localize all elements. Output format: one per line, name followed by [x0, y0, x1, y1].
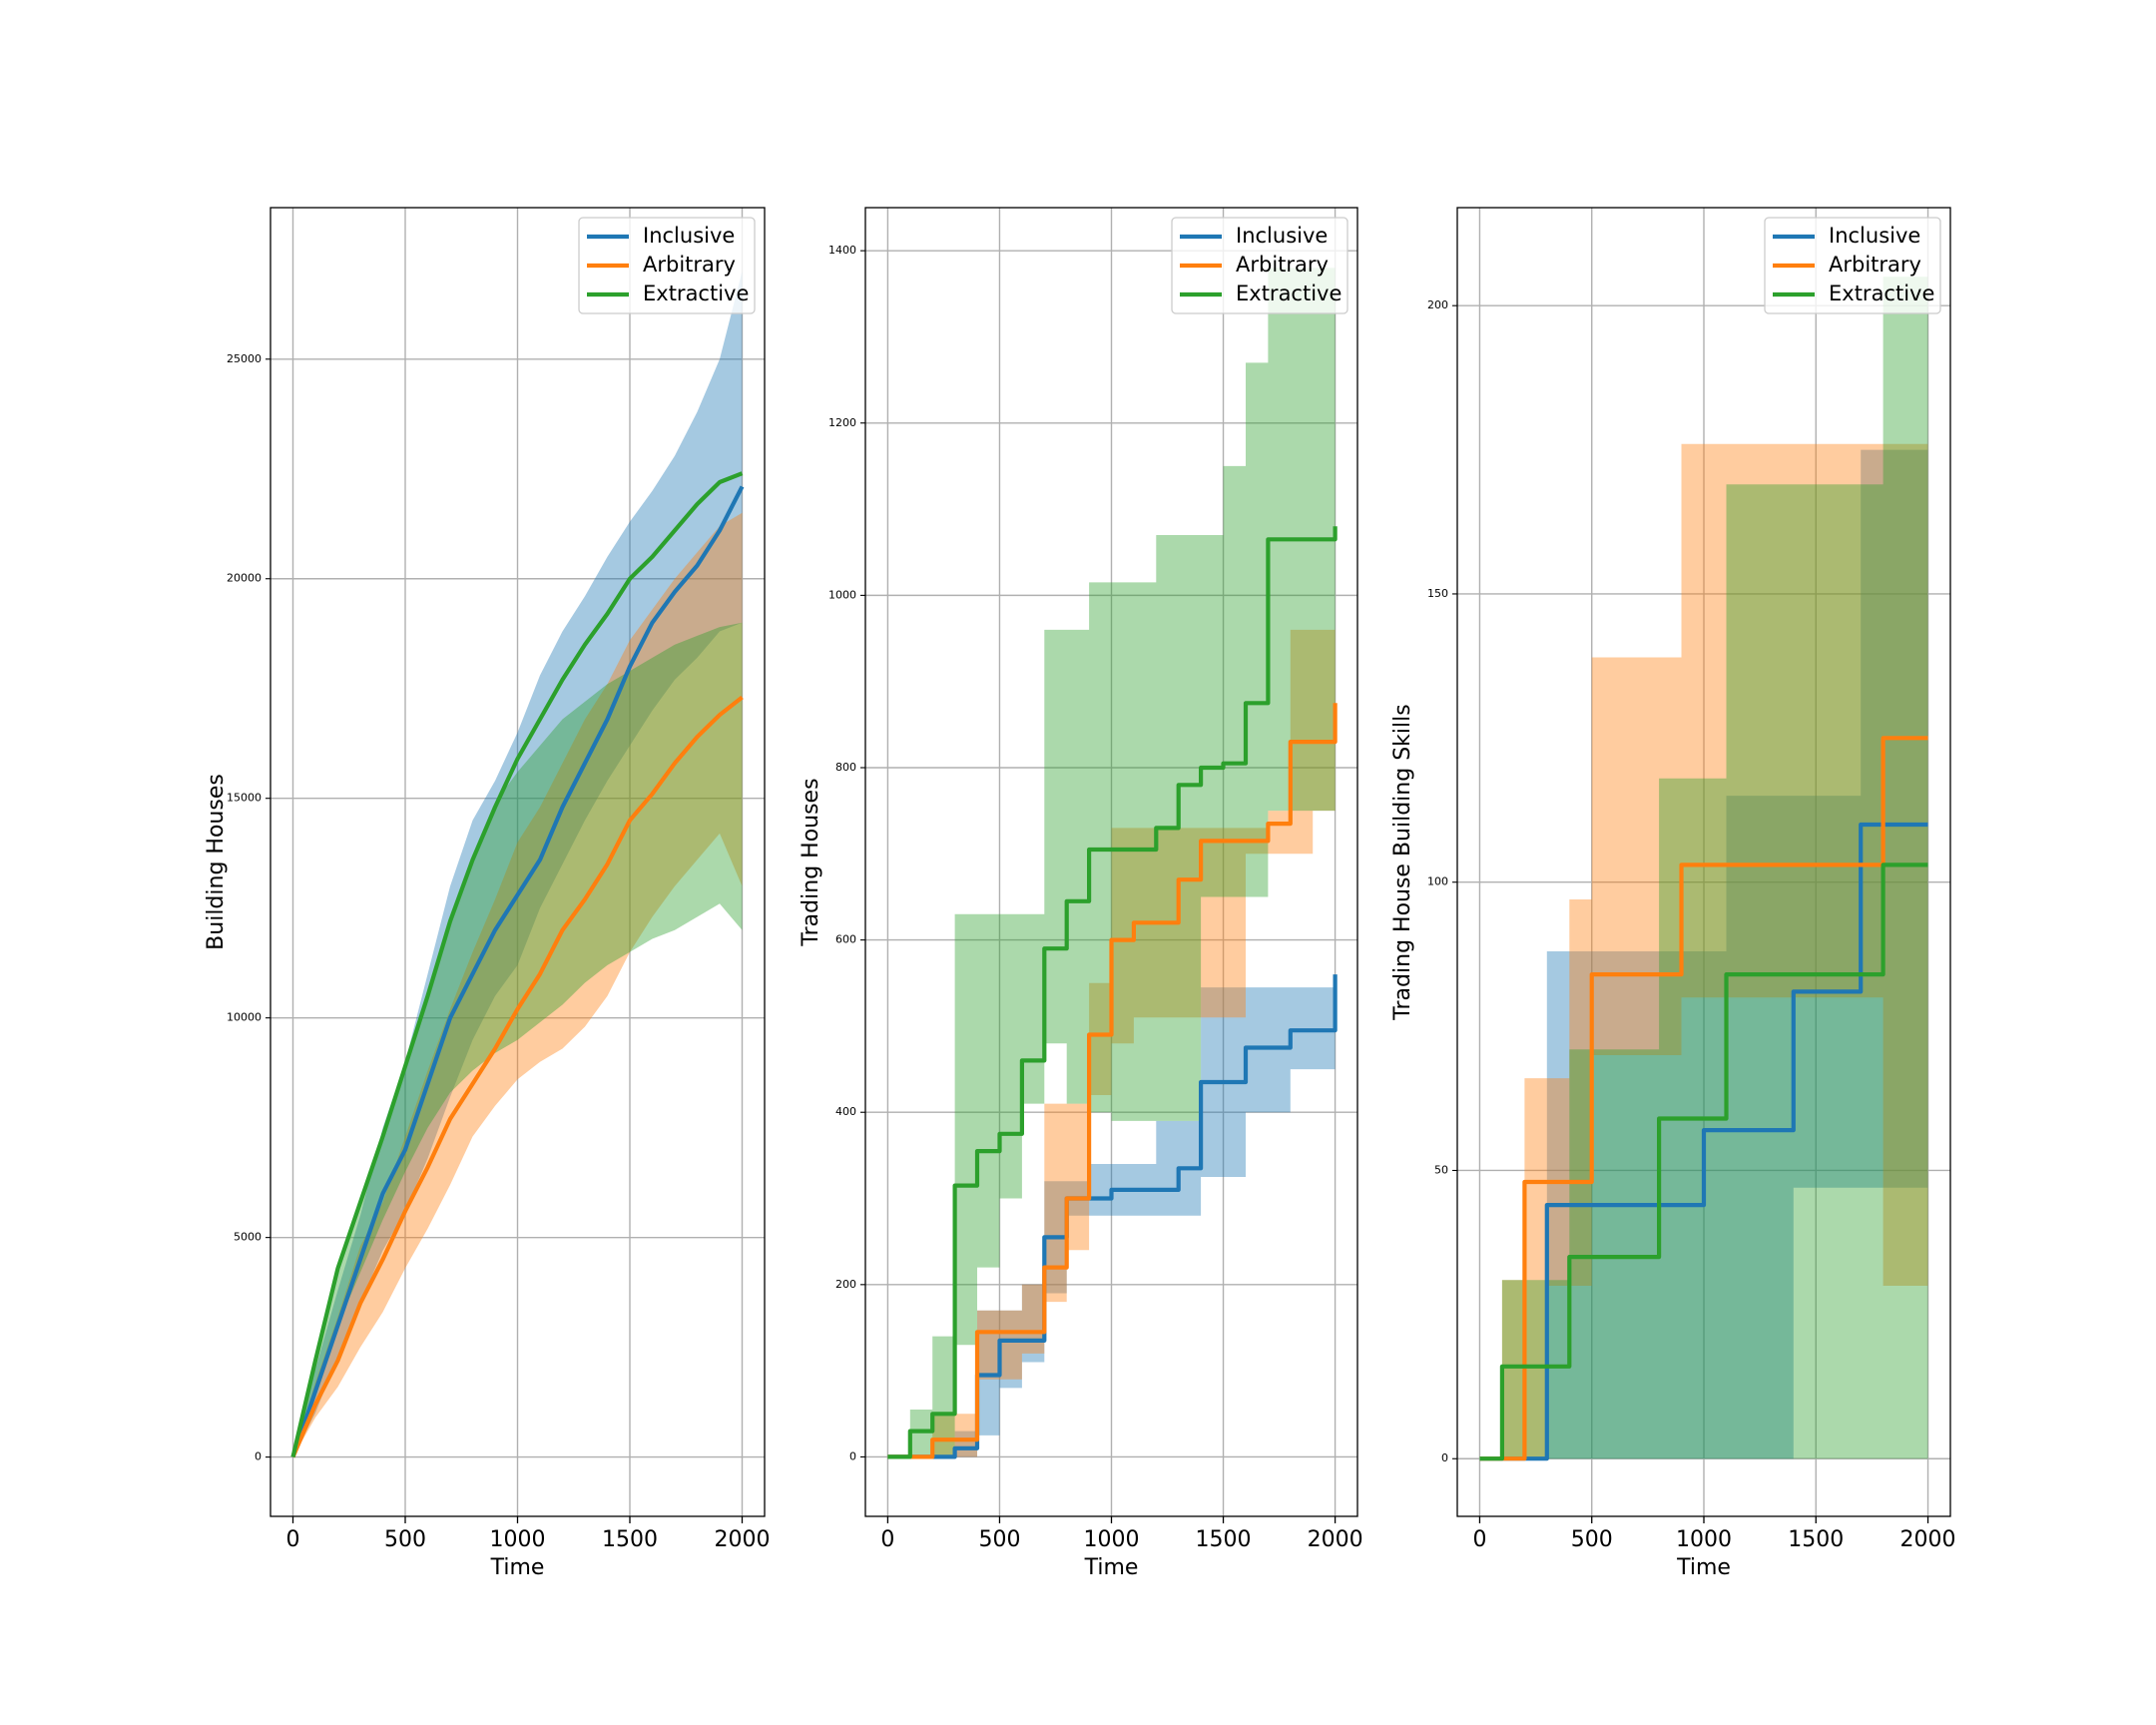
band — [292, 622, 743, 1457]
x-tick-label: 1000 — [1676, 1527, 1732, 1552]
axes-frame — [864, 207, 1358, 1517]
x-tick-label: 0 — [1472, 1527, 1486, 1552]
x-axis-label: Time — [1676, 1555, 1731, 1580]
y-tick-label: 1000 — [828, 588, 856, 601]
axes-frame — [270, 207, 766, 1517]
series-line — [1479, 862, 1928, 1461]
y-tick-label: 100 — [1427, 875, 1448, 888]
legend-label: Arbitrary — [643, 253, 736, 277]
legend-box — [578, 217, 756, 314]
x-axis-label: Time — [1084, 1555, 1139, 1580]
subplot: 0 500 1000 1500 2000 0 200 400 600 800 1000 1200 140… — [799, 207, 1363, 1580]
legend-label: Arbitrary — [1236, 253, 1329, 277]
y-tick-label: 5000 — [234, 1231, 262, 1244]
y-axis-label: Trading House Building Skills — [1390, 704, 1415, 1020]
legend-label: Inclusive — [1829, 224, 1920, 248]
y-tick-label: 50 — [1434, 1163, 1448, 1176]
y-tick-label: 0 — [255, 1450, 262, 1463]
y-tick-label: 0 — [849, 1449, 856, 1462]
x-tick-label: 1000 — [1084, 1527, 1140, 1552]
y-tick-label: 25000 — [227, 352, 262, 365]
legend-label: Extractive — [1829, 282, 1934, 305]
legend-label: Extractive — [643, 282, 749, 305]
x-tick-label: 1500 — [602, 1527, 658, 1552]
series-line — [887, 703, 1338, 1459]
x-tick-label: 2000 — [1308, 1527, 1363, 1552]
band — [292, 271, 743, 1457]
y-tick-label: 200 — [1427, 298, 1448, 311]
y-tick-label: 10000 — [227, 1011, 262, 1024]
x-tick-label: 500 — [384, 1527, 426, 1552]
y-tick-label: 20000 — [227, 572, 262, 585]
x-tick-label: 2000 — [1900, 1527, 1956, 1552]
subplot: 0 500 1000 1500 2000050001000015000200002500… — [204, 207, 771, 1580]
legend-label: Inclusive — [643, 224, 735, 248]
y-tick-label: 200 — [835, 1278, 856, 1291]
series-line — [1479, 822, 1928, 1461]
legend-label: Arbitrary — [1829, 253, 1921, 277]
y-axis-label: Building Houses — [204, 774, 229, 950]
series-line — [290, 485, 745, 1458]
series-line — [290, 471, 744, 1458]
x-tick-label: 500 — [978, 1527, 1020, 1552]
x-tick-label: 1000 — [490, 1527, 546, 1552]
y-tick-label: 0 — [1441, 1451, 1448, 1464]
y-tick-label: 15000 — [227, 792, 262, 805]
band — [887, 879, 1336, 1457]
x-tick-label: 0 — [286, 1527, 300, 1552]
legend-label: Extractive — [1236, 282, 1342, 305]
y-tick-label: 1400 — [828, 244, 856, 257]
band — [292, 512, 743, 1457]
legend-box — [1764, 217, 1941, 314]
y-tick-label: 150 — [1427, 587, 1448, 600]
y-tick-label: 1200 — [828, 416, 856, 429]
y-axis-label: Trading Houses — [799, 778, 823, 946]
y-tick-label: 600 — [835, 933, 856, 946]
x-tick-label: 2000 — [715, 1527, 771, 1552]
x-tick-label: 500 — [1571, 1527, 1613, 1552]
y-tick-label: 400 — [835, 1105, 856, 1118]
series-line — [1479, 736, 1928, 1461]
x-tick-label: 1500 — [1196, 1527, 1252, 1552]
series-line — [290, 695, 744, 1458]
band — [887, 251, 1336, 1457]
y-tick-label: 800 — [835, 761, 856, 774]
legend-label: Inclusive — [1236, 224, 1328, 248]
x-tick-label: 1500 — [1788, 1527, 1844, 1552]
subplot: 0 500 1000 1500 2000 0 50 100 150 200 Time Trading … — [1390, 207, 1956, 1580]
x-tick-label: 0 — [880, 1527, 894, 1552]
band — [1479, 443, 1928, 1459]
series-line — [887, 526, 1338, 1459]
x-axis-label: Time — [490, 1555, 545, 1580]
legend-box — [1171, 217, 1348, 314]
axes-frame — [1456, 207, 1951, 1517]
